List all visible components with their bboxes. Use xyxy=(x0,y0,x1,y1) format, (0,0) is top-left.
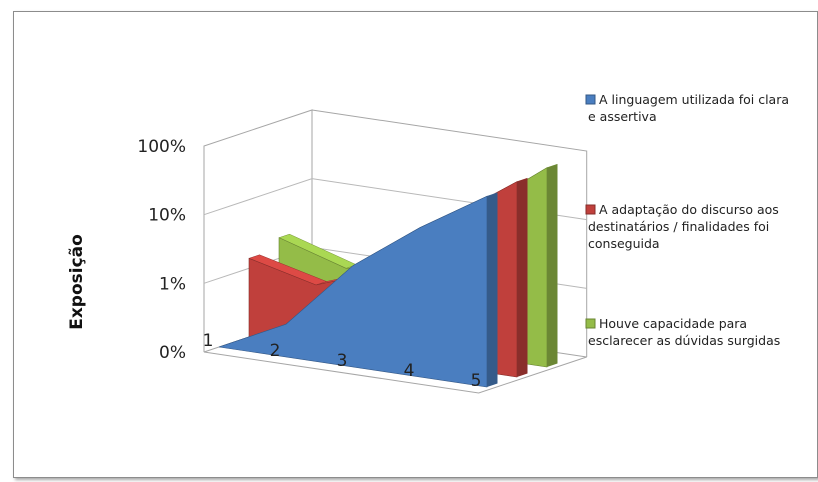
series-end-cap xyxy=(517,178,528,377)
y-tick-label: 1% xyxy=(159,274,186,294)
legend-label: A adaptação do discurso aos destinatários… xyxy=(588,202,779,251)
legend-swatch xyxy=(585,318,596,329)
legend-swatch xyxy=(585,204,596,215)
x-tick-label: 5 xyxy=(471,371,482,391)
legend-swatch xyxy=(585,94,596,105)
x-tick-label: 4 xyxy=(404,361,415,381)
x-tick-label: 1 xyxy=(203,331,214,351)
legend-label: Houve capacidade para esclarecer as dúvid… xyxy=(588,316,780,348)
y-tick-label: 100% xyxy=(137,137,186,157)
chart: 0% 1% 10% 100% 1 2 3 4 5 Exposição A linguagem u… xyxy=(67,92,789,394)
chart-frame: 0% 1% 10% 100% 1 2 3 4 5 Exposição A linguagem u… xyxy=(13,11,818,478)
legend-label: A linguagem utilizada foi clara e asserti… xyxy=(588,92,789,124)
legend-entry: Houve capacidade para esclarecer as dúvid… xyxy=(585,316,780,348)
x-tick-label: 2 xyxy=(270,341,281,361)
y-axis-label: Exposição xyxy=(67,234,87,330)
series-end-cap xyxy=(547,164,558,367)
legend-entry: A linguagem utilizada foi clara e asserti… xyxy=(585,92,789,124)
x-tick-label: 3 xyxy=(337,351,348,371)
y-tick-label: 10% xyxy=(148,206,186,226)
side-wall xyxy=(203,109,313,352)
legend-entry: A adaptação do discurso aos destinatários… xyxy=(585,202,779,251)
y-tick-label: 0% xyxy=(159,343,186,363)
series-end-cap xyxy=(487,192,498,387)
series-1 xyxy=(218,192,498,388)
